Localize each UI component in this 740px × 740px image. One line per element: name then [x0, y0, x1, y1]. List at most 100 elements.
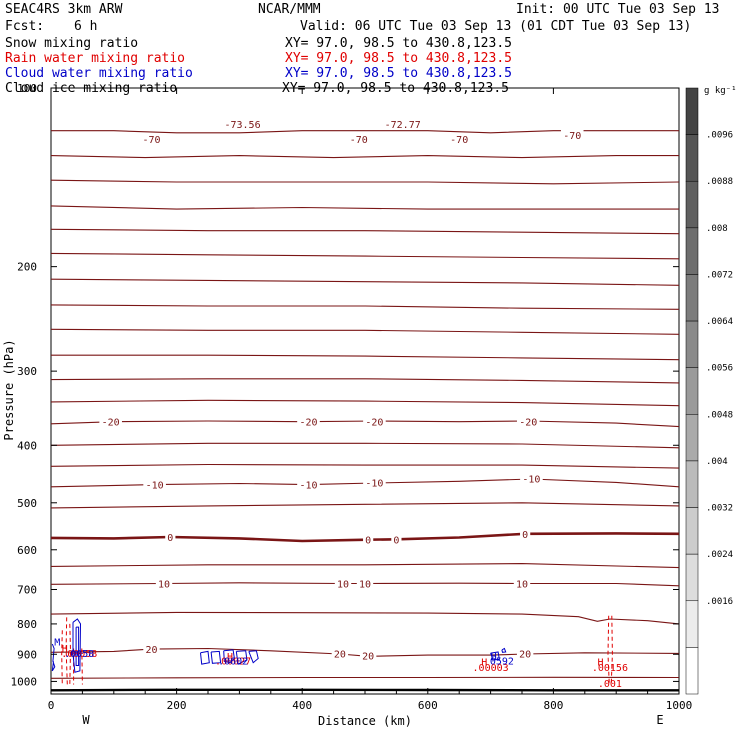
y-axis-title: Pressure (hPa)	[2, 339, 16, 440]
contour-label: 10	[337, 580, 349, 591]
colorbar: g kg⁻¹ .0096 .0088 .008 .0072 .0064 .0056 .004…	[685, 86, 737, 695]
contour-label-background	[297, 478, 320, 490]
isotherm-line	[50, 563, 680, 569]
isotherm-line	[50, 228, 680, 235]
rain-contour	[607, 615, 610, 685]
contour-label-background	[516, 415, 540, 427]
colorbar-swatch	[685, 180, 699, 229]
rain-field-xy: XY= 97.0, 98.5 to 430.8,123.5	[285, 51, 512, 66]
colorbar-label: .0024	[706, 550, 733, 560]
contour-label-background	[391, 533, 402, 545]
contour-label: -70	[450, 135, 468, 146]
forecast-hour: 6 h	[74, 19, 97, 34]
contour-label-background	[140, 133, 163, 145]
extremum-label: .0602	[218, 656, 248, 667]
x-tick-label: 0	[48, 699, 55, 712]
contour-label: 20	[519, 650, 531, 661]
x-tick-label: 800	[543, 699, 563, 712]
y-tick-label: 900	[17, 648, 37, 661]
extremum-label: 0592	[490, 656, 514, 667]
contour-label-background	[363, 415, 386, 427]
extremum-label: .00058	[61, 649, 97, 660]
model-title: SEAC4RS 3km ARW	[5, 2, 123, 17]
colorbar-swatch	[685, 647, 699, 695]
y-tick-label: 700	[17, 584, 37, 597]
cloud-water-contour	[490, 651, 500, 661]
x-axis: 0 200 400 600 800 1000	[48, 88, 693, 712]
y-tick-label: 500	[17, 497, 37, 510]
isotherm-line	[51, 354, 680, 361]
plot-frame	[50, 87, 680, 695]
init-time: Init: 00 UTC Tue 03 Sep 13	[516, 2, 720, 17]
contour-label: -20	[102, 418, 120, 429]
colorbar-label: .008	[706, 224, 728, 234]
cloud-water-field-name: Cloud water mixing ratio	[5, 66, 193, 81]
contour-label: -73.56	[224, 120, 260, 131]
contour-label-background	[516, 647, 534, 659]
snow-field-xy: XY= 97.0, 98.5 to 430.8,123.5	[285, 36, 512, 51]
contour-label-background	[520, 527, 531, 539]
isotherm-line	[50, 304, 680, 310]
colorbar-swatch	[685, 460, 699, 508]
contour-label: 20	[145, 645, 157, 656]
x-tick-label: 1000	[666, 699, 693, 712]
isotherm-line	[50, 179, 680, 185]
extremum-label: M	[54, 637, 60, 648]
contour-label: 0	[365, 535, 371, 546]
contour-label: -10	[146, 481, 164, 492]
x-axis-title: Distance (km)	[318, 714, 412, 728]
contour-label-background	[447, 133, 471, 145]
snow-field-name: Snow mixing ratio	[5, 36, 138, 51]
colorbar-label: .0096	[706, 131, 733, 141]
colorbar-swatch	[685, 227, 699, 275]
colorbar-label: .0072	[706, 270, 733, 280]
isotherm-line	[50, 252, 680, 260]
cloud-water-contour	[200, 650, 210, 665]
east-label: E	[656, 713, 663, 727]
isotherm-line	[50, 205, 679, 210]
contour-label-background	[382, 118, 424, 130]
cloud-water-contour	[72, 618, 82, 673]
colorbar-swatch	[685, 600, 699, 648]
colorbar-swatch	[685, 134, 699, 182]
contour-label-background	[331, 647, 349, 659]
contour-label: 0	[522, 530, 528, 541]
colorbar-label: .0088	[706, 177, 733, 187]
contour-label: 0	[167, 533, 173, 544]
colorbar-label: .004	[706, 457, 728, 467]
colorbar-unit: g kg⁻¹	[704, 86, 737, 96]
contour-label: -20	[299, 418, 317, 429]
contour-label-background	[99, 415, 122, 427]
colorbar-swatch	[685, 320, 699, 368]
cloud-water-contour	[75, 626, 80, 666]
isotherm-line	[50, 328, 680, 335]
rain-contours	[61, 615, 613, 686]
isotherm-line	[50, 378, 680, 384]
y-tick-label: 200	[17, 261, 37, 274]
contour-label-background	[143, 643, 160, 655]
valid-time: Valid: 06 UTC Tue 03 Sep 13 (01 CDT Tue …	[300, 19, 691, 34]
extremum-label: H	[481, 658, 487, 669]
contour-label: -70	[563, 131, 581, 142]
extremum-label: .00027	[215, 656, 251, 667]
contour-labels: -73.56 -72.77 -70 -70 -70 -70 -20 -20 -20 -20 -10 -…	[99, 118, 584, 663]
rain-contour	[610, 615, 613, 685]
extremum-label: .00003	[473, 663, 509, 674]
contour-label: 20	[362, 652, 374, 663]
surface-line-path	[50, 688, 679, 692]
cloud-water-contour	[501, 647, 507, 653]
y-tick-label: 1000	[11, 675, 38, 688]
cloud-water-contour	[235, 650, 248, 665]
x-tick-label: 200	[167, 699, 187, 712]
contour-label: 10	[516, 580, 528, 591]
x-tick-label: 600	[418, 699, 438, 712]
contour-label: -70	[350, 135, 368, 146]
west-label: W	[82, 713, 90, 727]
colorbar-label: .0032	[706, 504, 733, 514]
colorbar-swatch	[685, 553, 699, 602]
isotherm-line	[50, 676, 680, 679]
colorbar-label: .0048	[706, 410, 733, 420]
isotherm-line	[50, 155, 679, 159]
extremum-label: H	[597, 658, 603, 669]
